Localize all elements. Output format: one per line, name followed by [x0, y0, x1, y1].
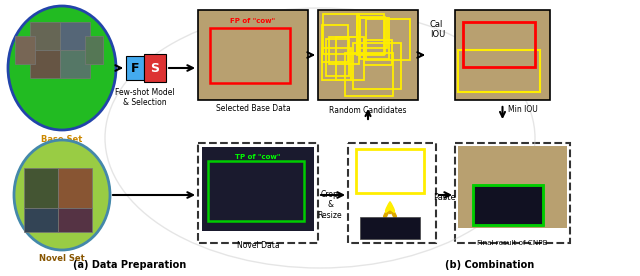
Bar — [15, 36, 35, 64]
Bar — [126, 56, 144, 80]
Bar — [144, 54, 166, 82]
Text: (a) Data Preparation: (a) Data Preparation — [74, 260, 187, 270]
Bar — [364, 40, 392, 65]
Ellipse shape — [8, 6, 116, 130]
Bar — [360, 18, 389, 59]
Bar — [24, 208, 58, 232]
Bar — [455, 10, 550, 100]
Text: Paste: Paste — [434, 193, 456, 202]
Bar — [360, 18, 387, 48]
Bar — [58, 208, 92, 232]
Text: Crop
&
Resize: Crop & Resize — [317, 190, 342, 220]
Bar — [198, 10, 308, 100]
Bar — [463, 22, 535, 67]
Bar — [323, 14, 359, 54]
Text: Base Set: Base Set — [42, 135, 83, 144]
Text: Novel Set: Novel Set — [39, 254, 85, 263]
Bar — [30, 50, 60, 78]
Bar — [198, 143, 318, 243]
Bar — [30, 22, 60, 50]
Bar — [326, 39, 349, 76]
Bar — [357, 14, 384, 55]
Bar — [322, 25, 348, 62]
Ellipse shape — [14, 140, 110, 250]
Text: Novel Data: Novel Data — [237, 241, 279, 250]
Text: F: F — [131, 62, 140, 75]
Bar — [329, 37, 359, 64]
Bar — [458, 50, 540, 92]
Text: TP of "cow": TP of "cow" — [236, 154, 281, 160]
Bar — [24, 168, 58, 208]
Bar — [360, 217, 420, 239]
Bar — [60, 50, 90, 78]
Text: FP of "cow": FP of "cow" — [230, 18, 276, 24]
Text: (b) Combination: (b) Combination — [445, 260, 534, 270]
Bar — [210, 28, 290, 83]
Bar — [357, 17, 385, 54]
Bar — [366, 19, 410, 60]
Bar — [85, 36, 103, 64]
Bar — [473, 185, 543, 225]
Bar — [318, 10, 418, 100]
Text: Cal
IOU: Cal IOU — [430, 20, 445, 39]
Text: S: S — [150, 62, 159, 75]
Text: Selected Base Data: Selected Base Data — [216, 104, 291, 113]
Bar — [458, 146, 567, 228]
Bar — [473, 185, 543, 225]
Bar — [353, 43, 401, 89]
Bar — [348, 143, 436, 243]
Bar — [356, 149, 424, 193]
Bar — [322, 48, 351, 80]
Text: Random Candidates: Random Candidates — [329, 106, 407, 115]
Text: Min IOU: Min IOU — [508, 105, 537, 114]
Bar — [455, 143, 570, 243]
Bar — [345, 53, 393, 96]
Text: Final result of CNPB: Final result of CNPB — [477, 240, 548, 246]
Text: Few-shot Model
& Selection: Few-shot Model & Selection — [115, 88, 175, 107]
Bar — [58, 168, 92, 208]
Bar — [208, 161, 304, 221]
Bar — [202, 147, 314, 231]
Bar — [336, 37, 364, 80]
Bar — [60, 22, 90, 50]
